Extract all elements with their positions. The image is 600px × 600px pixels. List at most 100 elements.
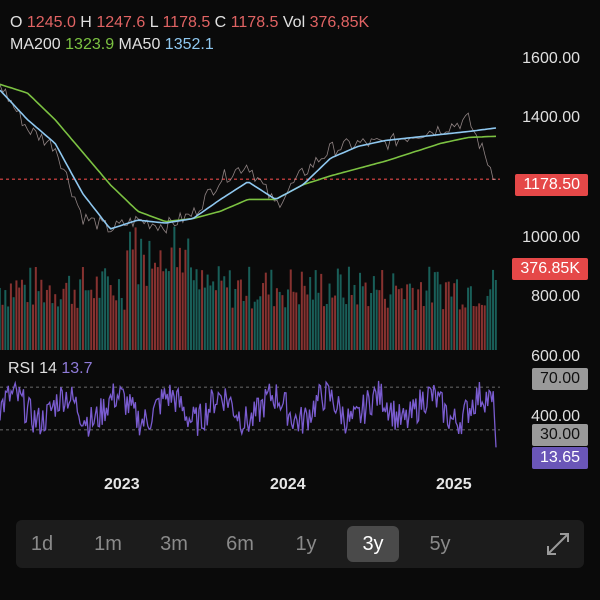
volume-bar — [331, 297, 334, 350]
volume-bar — [95, 276, 98, 350]
high-label: H — [80, 14, 92, 31]
price-axis-1000: 1000.00 — [522, 229, 580, 246]
volume-bar — [286, 289, 289, 350]
volume-bar — [167, 271, 170, 350]
volume-bar — [181, 272, 184, 350]
volume-bar — [106, 276, 109, 350]
volume-bar — [223, 276, 226, 350]
range-1d-button[interactable]: 1d — [30, 533, 54, 555]
volume-bar — [198, 289, 201, 350]
range-1y-button[interactable]: 1y — [295, 533, 317, 555]
volume-bar — [259, 296, 262, 350]
volume-bar — [115, 300, 118, 350]
volume-label: Vol — [282, 14, 306, 31]
price-chart[interactable] — [0, 0, 600, 470]
volume-bar — [314, 270, 317, 350]
rsi-current-tag: 13.65 — [531, 447, 588, 469]
volume-bar — [81, 267, 84, 350]
volume-bar — [112, 295, 115, 350]
volume-bar — [126, 250, 129, 350]
volume-bar — [478, 303, 481, 350]
ma200-line — [0, 83, 497, 223]
volume-bar — [214, 290, 217, 350]
volume-tag: 376.85K — [512, 258, 588, 280]
volume-bar — [311, 299, 314, 350]
range-5y-button[interactable]: 5y — [429, 533, 451, 555]
volume-bar — [79, 279, 82, 350]
range-3m-button[interactable]: 3m — [160, 533, 188, 555]
volume-bar — [431, 302, 434, 350]
price-axis-600: 600.00 — [531, 348, 580, 365]
volume-bar — [447, 281, 450, 350]
volume-bar — [98, 297, 101, 350]
volume-bar — [156, 267, 159, 350]
volume-bar — [350, 294, 353, 350]
open-value: 1245.0 — [26, 14, 76, 31]
volume-bar — [425, 290, 428, 350]
price-axis-400: 400.00 — [531, 408, 580, 425]
volume-bar — [231, 307, 234, 350]
volume-bar — [29, 267, 32, 350]
x-axis-2024: 2024 — [270, 476, 306, 493]
volume-bar — [37, 291, 40, 350]
open-label: O — [10, 14, 23, 31]
price-line — [0, 84, 497, 234]
volume-bar — [90, 289, 93, 350]
volume-bar — [353, 284, 356, 350]
volume-bar — [209, 285, 212, 350]
volume-bar — [464, 307, 467, 350]
volume-bar — [134, 227, 137, 350]
volume-bar — [320, 273, 323, 350]
volume-bar — [220, 280, 223, 350]
volume-bar — [178, 247, 181, 350]
volume-bar — [475, 306, 478, 350]
volume-bar — [264, 272, 267, 350]
volume-bar — [273, 306, 276, 350]
range-3y-button[interactable]: 3y — [347, 526, 399, 562]
expand-icon[interactable] — [542, 528, 574, 560]
volume-bar — [411, 287, 414, 350]
volume-bar — [40, 279, 43, 350]
rsi-line — [0, 380, 497, 448]
volume-bar — [234, 288, 237, 350]
volume-bar — [32, 304, 35, 350]
volume-bar — [386, 307, 389, 350]
volume-bar — [159, 250, 162, 350]
low-label: L — [149, 14, 159, 31]
volume-bar — [275, 288, 278, 350]
volume-bar — [184, 249, 187, 350]
volume-bar — [187, 238, 190, 350]
volume-bar — [472, 305, 475, 350]
volume-bar — [84, 290, 87, 350]
volume-bar — [403, 299, 406, 350]
volume-bar — [381, 270, 384, 350]
volume-bar — [73, 289, 76, 350]
volume-bar — [256, 299, 259, 350]
range-1m-button[interactable]: 1m — [94, 533, 122, 555]
volume-bar — [68, 275, 71, 350]
volume-bar — [239, 279, 242, 350]
volume-bar — [370, 293, 373, 350]
volume-bar — [345, 304, 348, 350]
volume-bar — [483, 305, 486, 350]
volume-bar — [109, 285, 112, 350]
volume-bar — [101, 271, 104, 350]
volume-bar — [364, 282, 367, 350]
volume-bar — [54, 294, 57, 350]
volume-bar — [34, 266, 37, 350]
volume-bar — [489, 289, 492, 350]
volume-bar — [419, 282, 422, 350]
volume-bar — [23, 284, 26, 350]
rsi-legend: RSI 14 13.7 — [8, 360, 93, 378]
volume-bar — [212, 281, 215, 350]
volume-bar — [281, 295, 284, 350]
volume-bar — [492, 269, 495, 350]
volume-bar — [189, 267, 192, 350]
volume-bar — [317, 292, 320, 350]
volume-bar — [237, 280, 240, 350]
range-6m-button[interactable]: 6m — [226, 533, 254, 555]
volume-bar — [397, 289, 400, 350]
volume-bar — [395, 285, 398, 350]
volume-bar — [417, 289, 420, 350]
volume-bar — [267, 294, 270, 350]
